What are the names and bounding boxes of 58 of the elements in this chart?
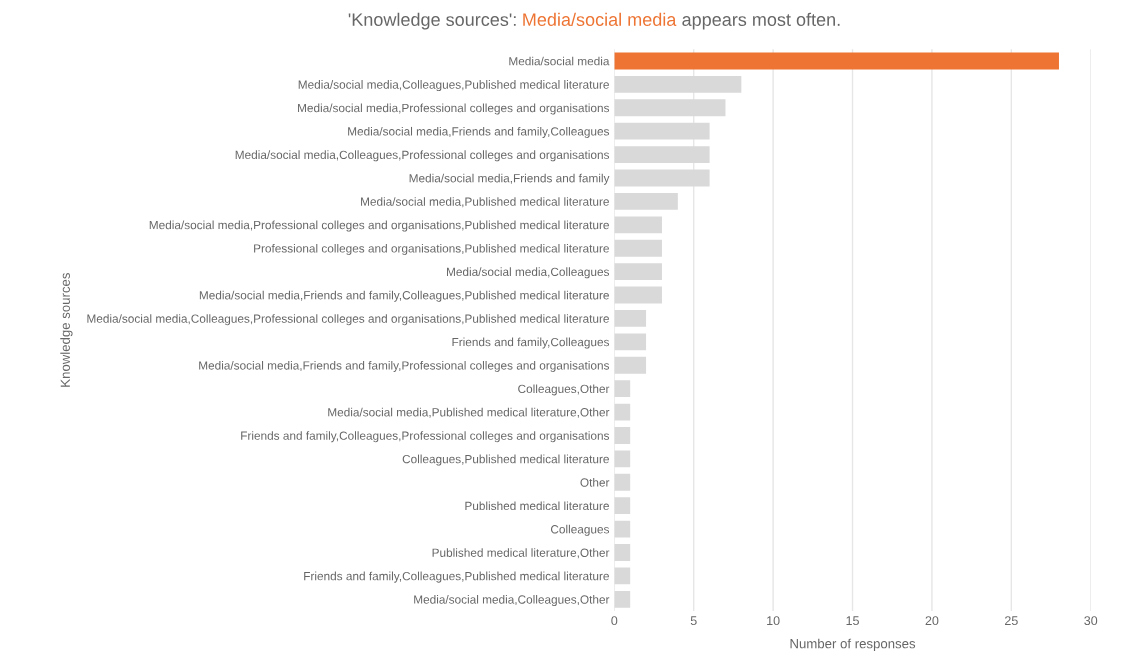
bar [614, 239, 662, 257]
x-tick-label: 0 [611, 616, 618, 626]
bar [614, 544, 631, 561]
bar [614, 216, 662, 234]
y-tick-label: Media/social media,Published medical literature,Other [328, 407, 610, 418]
x-tick-label: 15 [846, 616, 859, 626]
y-tick-label: Media/social media,Friends and family,Professional colleges and organisations [199, 360, 610, 372]
x-tick-label: 30 [1084, 616, 1098, 626]
bar [614, 356, 647, 374]
y-tick-label: Media/social media,Published medical literature [361, 197, 609, 208]
y-tick-label: Media/social media,Colleagues [447, 267, 610, 279]
x-tick-label: 20 [925, 616, 939, 626]
y-tick-label: Colleagues,Other [518, 384, 610, 396]
bar [614, 286, 662, 304]
y-tick-label: Media/social media,Colleagues,Published medical literature [298, 80, 609, 92]
y-axis-title: Knowledge sources [60, 273, 73, 387]
bar [614, 520, 631, 538]
y-tick-label: Media/social media,Colleagues,Professional colleges and organisations,Published medical literature [87, 314, 609, 326]
y-tick-label: Professional colleges and organisations,Published medical literature [254, 243, 609, 255]
bar [614, 497, 631, 515]
bar [614, 263, 662, 281]
x-axis-title: Number of responses [790, 638, 916, 651]
x-tick-label: 5 [690, 616, 697, 626]
y-tick-label: Media/social media,Colleagues,Other [414, 595, 610, 607]
bar [614, 567, 631, 585]
y-tick-label: Colleagues [550, 524, 610, 536]
bar [614, 75, 742, 93]
y-tick-label: Friends and family,Colleagues [452, 337, 610, 349]
y-tick-label: Published medical literature,Other [432, 548, 610, 559]
bar [614, 122, 710, 140]
y-tick-label: Other [580, 478, 610, 487]
y-tick-label: Media/social media,Friends and family,Colleagues,Published medical literature [199, 290, 609, 302]
bar [614, 99, 726, 117]
y-tick-label: Media/social media,Friends and family,Colleagues [348, 126, 610, 138]
bar [614, 333, 647, 351]
bar [614, 450, 631, 468]
bar [614, 310, 647, 327]
y-tick-label: Media/social media,Professional colleges and organisations [298, 103, 610, 115]
chart-title: 'Knowledge sources': Media/social media appears most often. [348, 12, 840, 30]
bar [614, 590, 631, 608]
y-tick-label: Media/social media [509, 56, 610, 66]
x-tick-label: 10 [767, 616, 780, 626]
y-tick-label: Colleagues,Published medical literature [402, 454, 609, 466]
bar [614, 380, 631, 398]
bar [614, 473, 631, 491]
bar [614, 169, 710, 187]
y-tick-label: Media/social media,Friends and family [409, 173, 610, 185]
bar [614, 427, 631, 444]
y-tick-label: Friends and family,Colleagues,Professional colleges and organisations [241, 431, 610, 443]
y-tick-label: Media/social media,Colleagues,Professional colleges and organisations [235, 150, 610, 162]
y-tick-label: Published medical literature [465, 501, 609, 511]
bar [614, 146, 710, 164]
bar [614, 403, 631, 421]
y-tick-label: Friends and family,Colleagues,Published medical literature [304, 571, 609, 583]
y-tick-label: Media/social media,Professional colleges and organisations,Published medical literature [149, 220, 609, 232]
x-tick-label: 25 [1005, 616, 1018, 626]
bar [614, 192, 678, 210]
bar [614, 52, 1059, 70]
